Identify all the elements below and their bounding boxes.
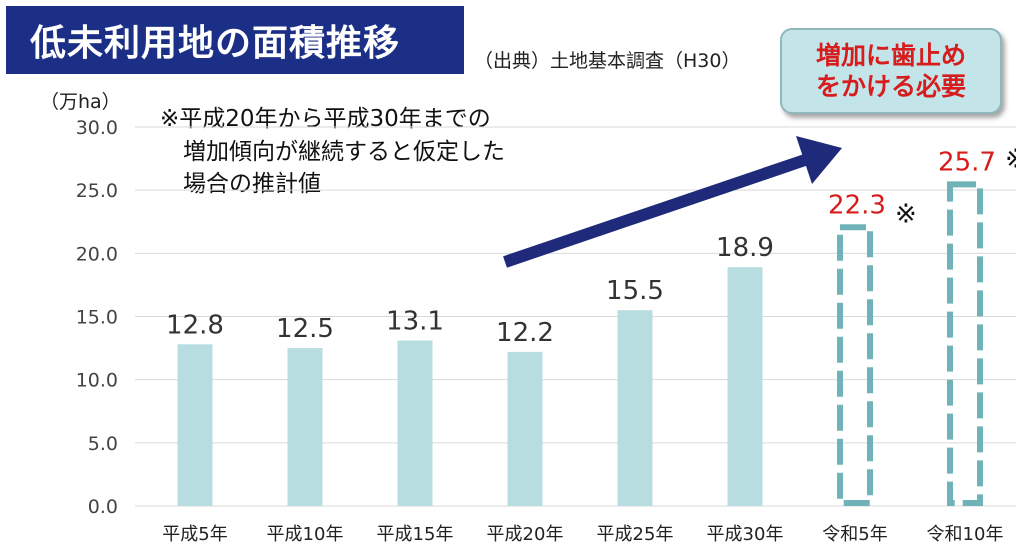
- data-label: 13.1: [386, 307, 444, 337]
- data-label: 22.3: [828, 190, 886, 220]
- data-label: 12.2: [496, 318, 554, 348]
- bar: [727, 267, 763, 506]
- trend-arrow-head: [796, 136, 842, 184]
- y-tick-label: 20.0: [76, 243, 118, 265]
- x-tick-label: 令和10年: [927, 524, 1004, 545]
- bar: [507, 351, 543, 506]
- y-tick-label: 30.0: [76, 117, 118, 139]
- x-tick-label: 平成30年: [707, 524, 784, 545]
- chart-title: 低未利用地の面積推移: [6, 6, 464, 74]
- trend-arrow-shaft: [503, 154, 807, 268]
- data-label: 15.5: [606, 276, 664, 306]
- x-tick-label: 令和5年: [822, 524, 887, 545]
- y-axis-unit: （万ha）: [40, 91, 121, 113]
- bar: [177, 344, 213, 506]
- y-tick-label: 10.0: [76, 370, 118, 392]
- data-label: 12.5: [276, 314, 334, 344]
- estimate-note: ※平成20年から平成30年までの 増加傾向が継続すると仮定した 場合の推計値: [160, 106, 505, 198]
- y-tick-label: 5.0: [88, 433, 118, 455]
- estimated-bar: [837, 224, 873, 506]
- bar: [397, 340, 433, 506]
- data-label: 25.7: [938, 147, 996, 177]
- y-tick-label: 0.0: [88, 496, 118, 518]
- x-tick-label: 平成15年: [377, 524, 454, 545]
- data-label: 18.9: [716, 233, 774, 263]
- source-note: （出典）土地基本調査（H30）: [474, 50, 741, 72]
- data-label: 12.8: [166, 310, 224, 340]
- estimate-mark: ※: [1005, 144, 1016, 174]
- x-tick-label: 平成10年: [267, 524, 344, 545]
- bar: [287, 348, 323, 506]
- x-tick-label: 平成20年: [487, 524, 564, 545]
- callout-box: 増加に歯止め をかける必要: [780, 28, 1002, 114]
- x-tick-label: 平成5年: [162, 524, 227, 545]
- estimated-bar: [947, 181, 983, 506]
- estimate-mark: ※: [895, 199, 917, 229]
- y-tick-label: 15.0: [76, 307, 118, 329]
- bar: [617, 310, 653, 506]
- x-tick-label: 平成25年: [597, 524, 674, 545]
- y-tick-label: 25.0: [76, 180, 118, 202]
